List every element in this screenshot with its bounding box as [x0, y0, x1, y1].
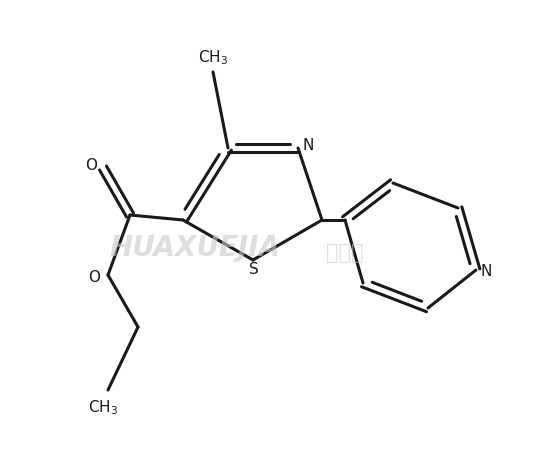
Text: N: N — [481, 263, 493, 279]
Text: N: N — [302, 138, 314, 153]
Text: O: O — [88, 270, 100, 286]
Text: S: S — [249, 262, 259, 277]
Text: O: O — [85, 158, 97, 172]
Text: CH$_3$: CH$_3$ — [88, 398, 118, 417]
Text: HUAXUEJIA: HUAXUEJIA — [110, 234, 281, 262]
Text: 化学加: 化学加 — [326, 243, 364, 263]
Text: CH$_3$: CH$_3$ — [198, 48, 228, 67]
